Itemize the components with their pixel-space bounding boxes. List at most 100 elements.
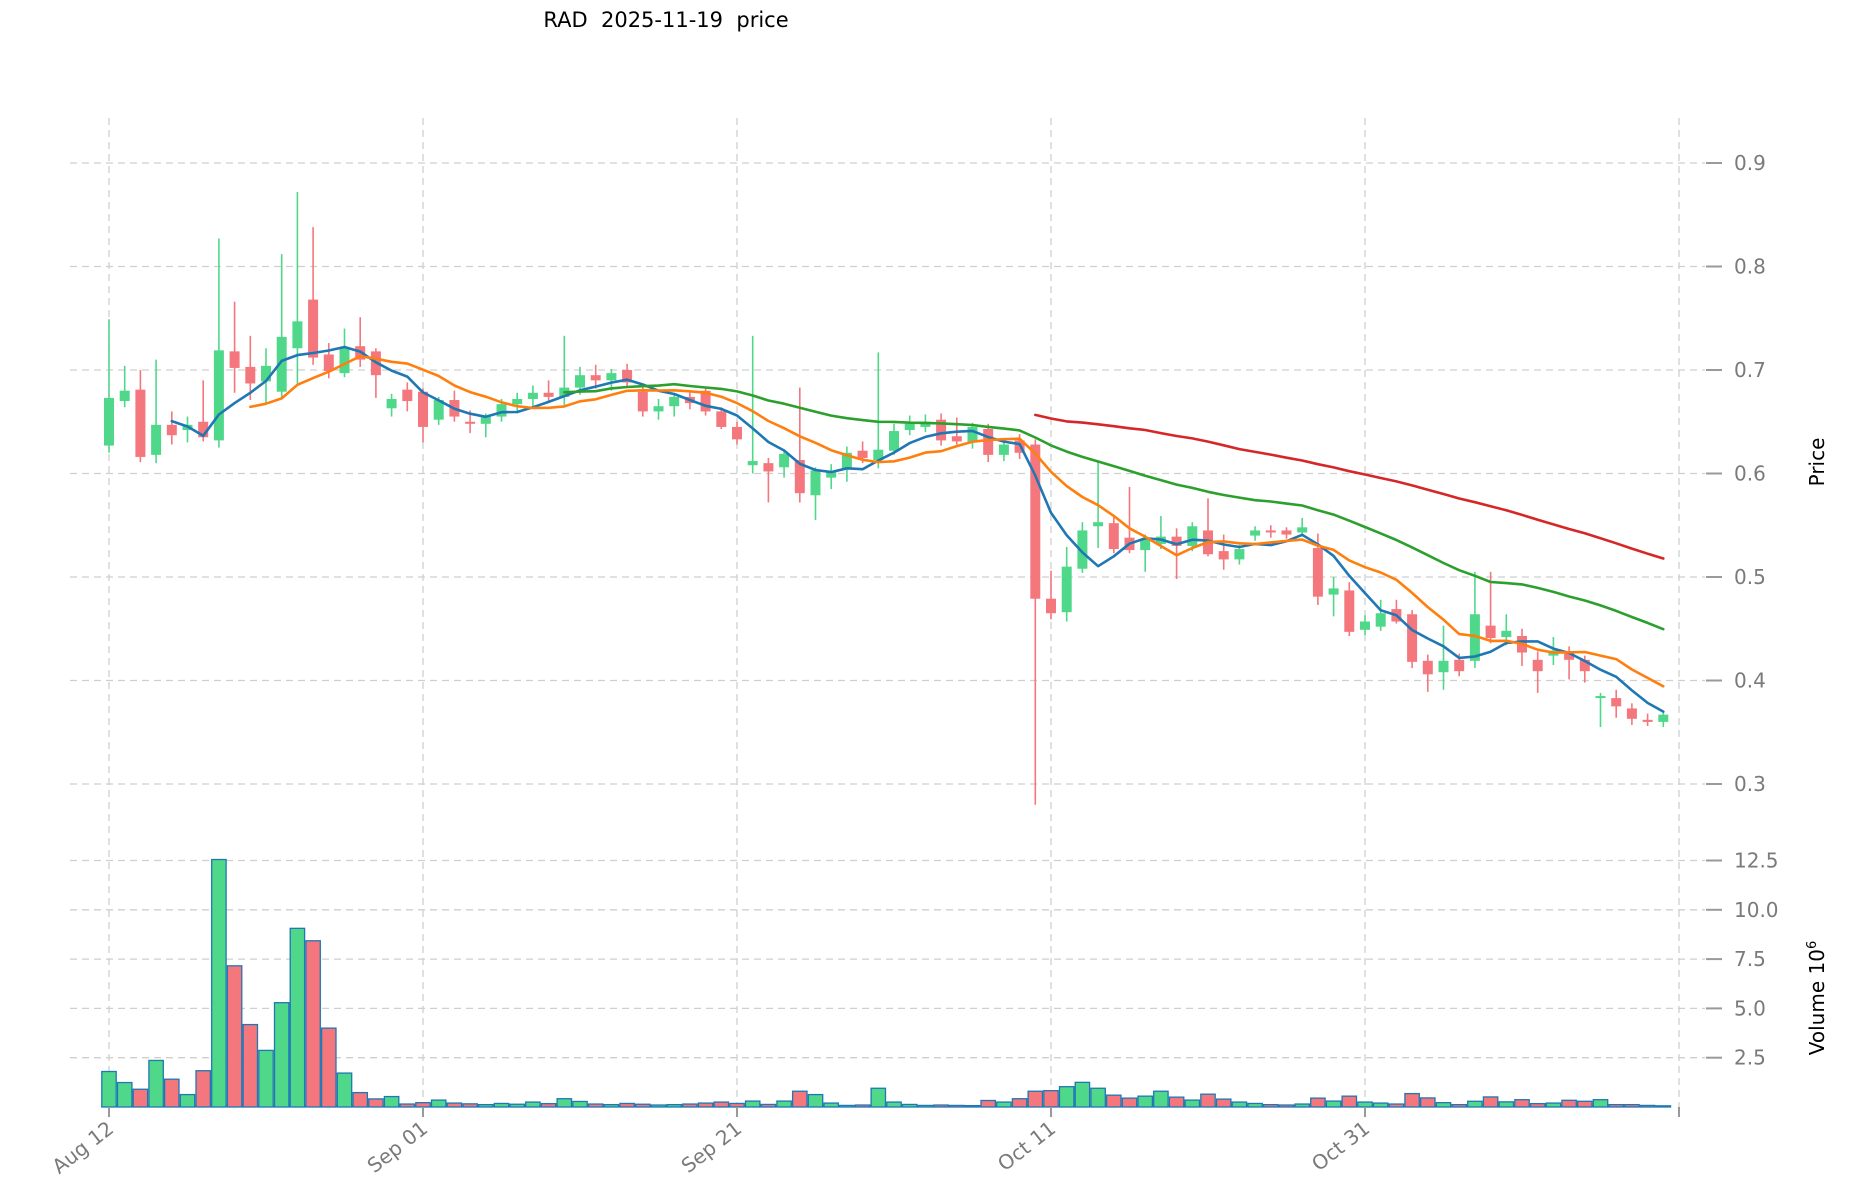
volume-bar (1514, 1099, 1530, 1108)
ma-60-line (1034, 413, 1665, 560)
volume-bar (179, 1093, 196, 1108)
candle-body (998, 444, 1009, 455)
candle-body (104, 397, 114, 446)
volume-bar (587, 1103, 604, 1108)
candle-body (575, 375, 585, 388)
volume-bar (1090, 1087, 1106, 1108)
candle-body (857, 450, 868, 458)
candle-body (1328, 588, 1339, 595)
volume-bar (556, 1098, 573, 1108)
volume-bar (1435, 1102, 1452, 1108)
volume-bar (242, 1023, 259, 1108)
volume-tick-label: 12.5 (1734, 849, 1779, 873)
volume-bar (352, 1091, 369, 1108)
candle-body (512, 398, 523, 405)
volume-bar (964, 1104, 981, 1108)
volume-bar (1357, 1101, 1373, 1108)
volume-bar (839, 1104, 855, 1108)
volume-bar (650, 1104, 667, 1108)
volume-bar (383, 1095, 400, 1108)
volume-tick-label: 2.5 (1734, 1046, 1766, 1070)
volume-bar (163, 1078, 180, 1108)
candle-body (1485, 625, 1496, 639)
candle-body (1250, 530, 1261, 536)
candle-body (1093, 522, 1104, 527)
volume-bar (1137, 1095, 1154, 1108)
volume-bar (1184, 1099, 1201, 1108)
candle-body (732, 426, 742, 440)
candle-body (1579, 659, 1590, 672)
price-tick-label: 0.9 (1734, 151, 1766, 175)
volume-tick-label: 5.0 (1734, 996, 1766, 1020)
volume-bar (1341, 1095, 1358, 1108)
volume-bar (1561, 1099, 1577, 1108)
volume-bar (493, 1102, 510, 1108)
candle-body (794, 460, 805, 494)
candle-body (669, 396, 680, 407)
volume-bar (289, 927, 306, 1108)
volume-bar (1419, 1097, 1436, 1108)
volume-bar (336, 1072, 353, 1108)
candle-body (1454, 659, 1465, 672)
candle-body (198, 421, 209, 438)
volume-tick-label: 10.0 (1734, 898, 1779, 922)
candle-body (245, 366, 256, 384)
volume-bar (948, 1104, 965, 1108)
candle-body (261, 365, 271, 382)
volume-bar (258, 1049, 274, 1108)
candle-body (527, 392, 538, 399)
candle-body (418, 391, 428, 427)
candle-body (1360, 621, 1370, 630)
candle-body (1218, 551, 1229, 560)
candle-body (967, 426, 978, 443)
volume-bar (462, 1103, 478, 1108)
volume-bar (1231, 1101, 1248, 1108)
candle-body (229, 351, 240, 368)
volume-bar (1200, 1093, 1216, 1108)
candle-body (1281, 530, 1292, 535)
candle-body (1501, 630, 1512, 638)
candle-body (1626, 708, 1637, 719)
price-tick-label: 0.8 (1734, 255, 1766, 279)
candle-body (763, 463, 774, 472)
volume-bar (713, 1101, 730, 1108)
candle-body (1108, 523, 1119, 550)
volume-bar (1105, 1094, 1122, 1108)
candle-body (1658, 714, 1669, 722)
candle-body (826, 471, 837, 478)
volume-bar (320, 1027, 337, 1108)
volume-bar (1592, 1099, 1609, 1108)
candle-body (543, 392, 554, 397)
volume-bar (760, 1103, 777, 1108)
volume-bar (1043, 1089, 1059, 1108)
candle-body (1564, 651, 1575, 660)
date-tick-label: Oct 31 (1307, 1116, 1374, 1176)
volume-bar (917, 1104, 934, 1108)
candle-body (1642, 719, 1653, 722)
volume-bar (399, 1103, 416, 1108)
volume-bar (1624, 1103, 1640, 1108)
volume-bar (1639, 1104, 1656, 1108)
volume-bar (1482, 1096, 1499, 1108)
candle-body (386, 398, 397, 409)
candle-body (637, 391, 648, 412)
volume-bar (132, 1088, 149, 1108)
candle-body (1140, 539, 1151, 551)
volume-bar (1074, 1081, 1091, 1108)
candle-body (1234, 549, 1245, 560)
candle-body (1171, 536, 1182, 546)
candle-body (465, 421, 476, 424)
candle-body (339, 348, 350, 374)
candle-body (810, 470, 821, 496)
candle-body (1407, 614, 1418, 662)
volume-bar (1011, 1098, 1028, 1108)
candle-body (747, 461, 758, 466)
candle-body (590, 375, 601, 381)
candle-body (983, 428, 994, 455)
volume-bar (1372, 1102, 1389, 1108)
volume-bar (148, 1059, 164, 1108)
price-axis-label: Price (1805, 438, 1829, 487)
volume-bar (1388, 1103, 1405, 1108)
candle-body (292, 321, 303, 349)
candle-body (716, 411, 727, 427)
